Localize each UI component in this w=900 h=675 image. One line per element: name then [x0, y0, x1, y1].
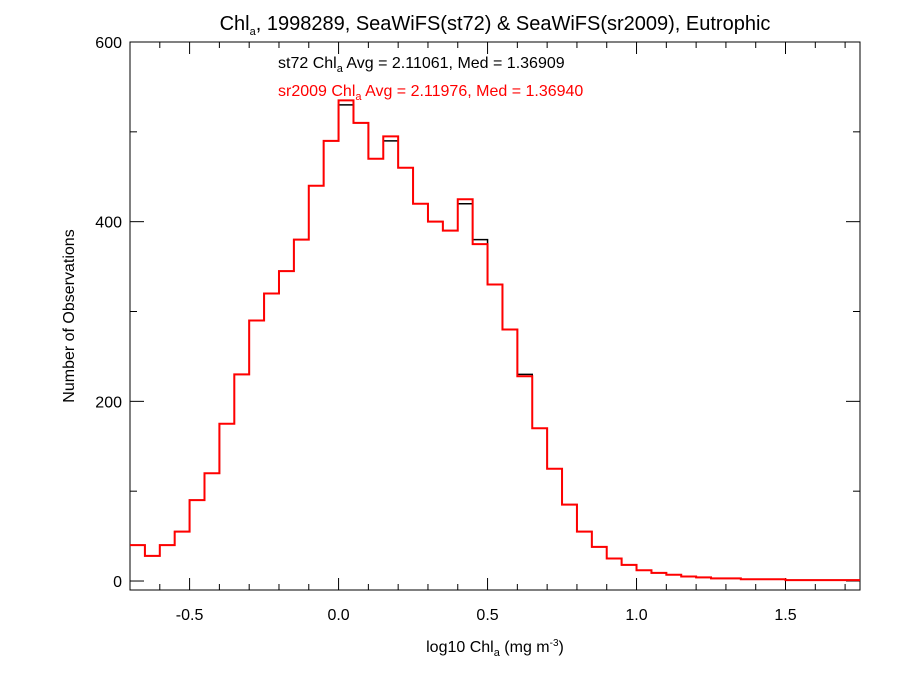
series-group [130, 99, 860, 582]
stats-sr2009: sr2009 Chla Avg = 2.11976, Med = 1.36940 [278, 83, 583, 103]
x-axis-label: log10 Chla (mg m-3) [426, 638, 564, 659]
y-tick-label: 400 [95, 215, 122, 232]
axis-ticks: -0.5 0.0 0.5 1.0 1.5 0 200 400 600 [95, 35, 860, 624]
y-axis-label: Number of Observations [61, 229, 78, 402]
x-tick-label: 1.0 [625, 607, 647, 624]
x-tick-label: 1.5 [774, 607, 796, 624]
x-tick-label: -0.5 [176, 607, 204, 624]
plot-frame [129, 41, 861, 591]
chart-title: Chla, 1998289, SeaWiFS(st72) & SeaWiFS(s… [220, 13, 771, 38]
y-tick-label: 200 [95, 394, 122, 411]
x-tick-label: 0.5 [476, 607, 498, 624]
y-tick-label: 0 [113, 574, 122, 591]
stats-st72: st72 Chla Avg = 2.11061, Med = 1.36909 [278, 55, 565, 75]
y-tick-label: 600 [95, 35, 122, 52]
x-tick-label: 0.0 [327, 607, 349, 624]
series-st72 [130, 104, 860, 581]
series-sr2009 [130, 99, 860, 582]
